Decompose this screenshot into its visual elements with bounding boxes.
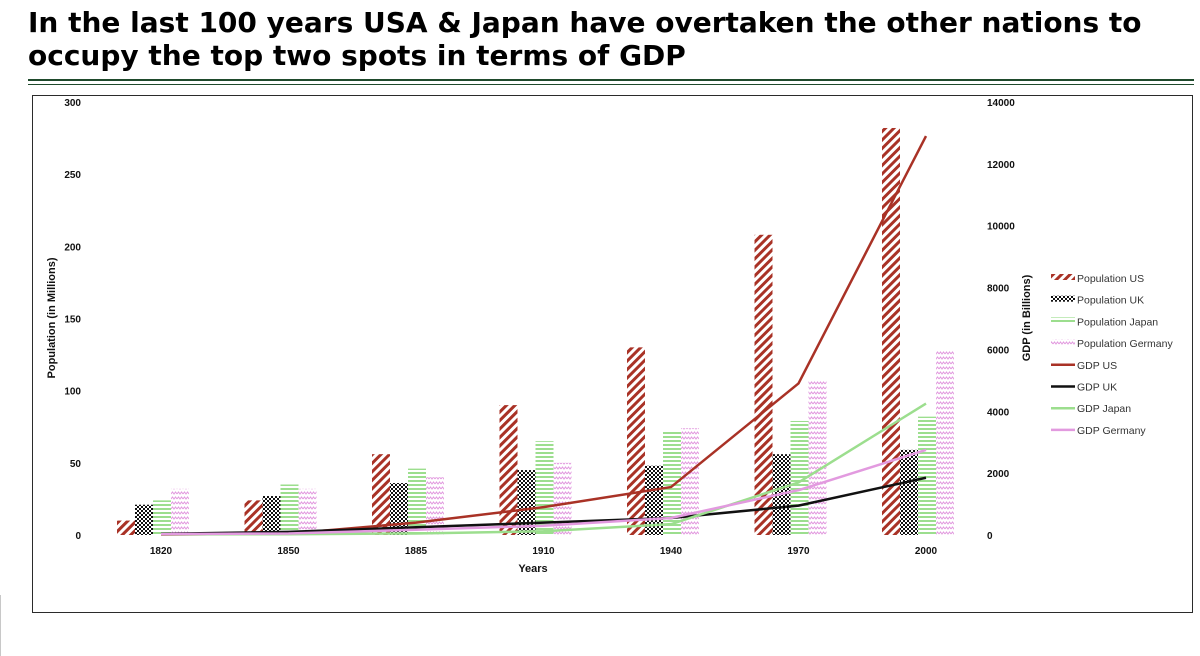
y-tick-label: 300 [64, 98, 81, 109]
y2-tick-label: 4000 [987, 407, 1010, 418]
x-tick-label: 1850 [277, 546, 300, 557]
legend-label-gdp-germany: GDP Germany [1077, 425, 1146, 437]
page-edge [0, 595, 1, 656]
x-tick-label: 1940 [660, 546, 683, 557]
x-tick-label: 2000 [915, 546, 938, 557]
title-rule [28, 79, 1194, 81]
bar-population-germany-2000 [936, 350, 954, 535]
chart-frame: 0 50 100 150 200 250 300 0 2000 4000 6000 8000 10000… [32, 95, 1193, 613]
legend-label-population-japan: Population Japan [1077, 316, 1158, 328]
legend-swatch-population-us [1051, 274, 1075, 280]
legend-label-gdp-us: GDP US [1077, 360, 1117, 372]
line-gdp-germany [160, 448, 927, 536]
x-tick-label: 1820 [150, 546, 173, 557]
title-rule-thin [28, 84, 1194, 85]
legend-label-gdp-japan: GDP Japan [1077, 403, 1131, 415]
legend-label-gdp-uk: GDP UK [1077, 382, 1117, 394]
bar-population-uk-1820 [135, 504, 153, 535]
y2-tick-label: 0 [987, 531, 993, 542]
bar-population-uk-1885 [390, 483, 408, 535]
y2-axis-title: GDP (in Billions) [1021, 274, 1033, 361]
bar-population-uk-1850 [262, 496, 281, 535]
y-tick-label: 50 [70, 459, 82, 470]
y-axis-title: Population (in Millions) [46, 257, 58, 378]
x-axis-title: Years [518, 563, 547, 575]
y2-tick-label: 6000 [987, 345, 1010, 356]
x-tick-label: 1885 [405, 546, 428, 557]
bar-population-japan-1910 [535, 441, 554, 535]
bar-population-germany-1850 [298, 488, 317, 535]
legend-label-population-germany: Population Germany [1077, 338, 1173, 350]
bar-population-uk-1910 [517, 470, 536, 535]
bar-population-us-1885 [372, 454, 390, 535]
bar-population-us-1820 [117, 520, 135, 535]
legend-label-population-uk: Population UK [1077, 295, 1144, 307]
bar-population-uk-2000 [900, 449, 918, 535]
y-tick-label: 200 [64, 242, 81, 253]
x-tick-label: 1970 [787, 546, 810, 557]
y2-tick-label: 10000 [987, 222, 1015, 233]
legend-label-population-us: Population US [1077, 273, 1144, 285]
y-tick-label: 150 [64, 315, 81, 326]
bar-population-us-2000 [882, 127, 900, 536]
bar-population-germany-1970 [808, 380, 827, 535]
bar-population-japan-1885 [408, 468, 426, 535]
y-tick-label: 250 [64, 170, 81, 181]
bar-population-us-1850 [244, 500, 263, 535]
x-tick-label: 1910 [532, 546, 555, 557]
gdp-population-chart: 0 50 100 150 200 250 300 0 2000 4000 6000 8000 10000… [46, 98, 1173, 575]
bar-population-japan-1940 [663, 431, 681, 535]
y2-tick-label: 12000 [987, 160, 1015, 171]
line-gdp-uk [160, 476, 927, 536]
bar-population-us-1910 [499, 405, 518, 535]
y-tick-label: 100 [64, 387, 81, 398]
bar-population-japan-1850 [280, 484, 299, 535]
bar-population-japan-1820 [153, 500, 171, 535]
bar-population-germany-1910 [553, 462, 572, 535]
bar-population-germany-1820 [171, 488, 189, 535]
legend-swatch-population-uk [1051, 295, 1075, 302]
y2-tick-label: 14000 [987, 98, 1015, 109]
y2-tick-label: 2000 [987, 469, 1010, 480]
legend-swatch-population-japan [1051, 317, 1075, 324]
bar-population-us-1970 [754, 234, 773, 535]
legend-swatch-population-germany [1051, 339, 1075, 346]
page-title: In the last 100 years USA & Japan have o… [28, 6, 1142, 72]
bar-population-us-1940 [627, 347, 645, 535]
bar-population-germany-1940 [681, 428, 699, 535]
y2-tick-label: 8000 [987, 284, 1010, 295]
y-tick-label: 0 [75, 531, 81, 542]
bar-population-japan-2000 [918, 416, 936, 535]
